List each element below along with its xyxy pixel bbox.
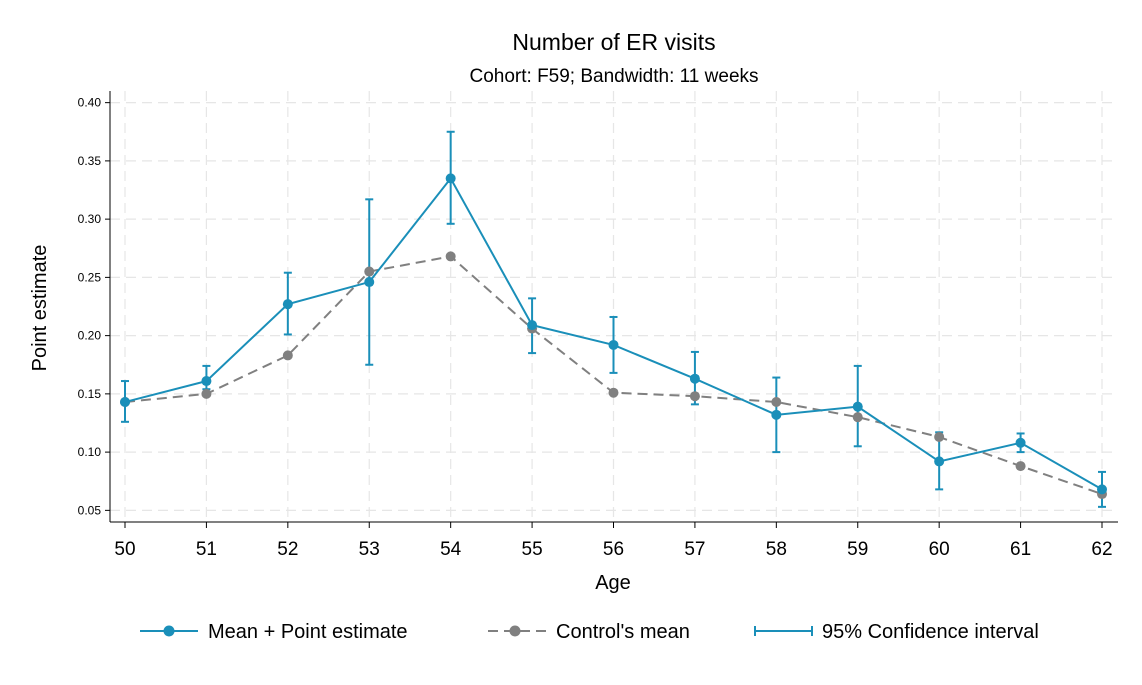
series-point-mean xyxy=(1097,484,1107,495)
chart-subtitle: Cohort: F59; Bandwidth: 11 weeks xyxy=(469,66,758,87)
series-point-control xyxy=(608,387,619,398)
legend-item-control: Control's mean xyxy=(488,621,690,643)
legend-swatch-control-marker xyxy=(509,625,521,637)
x-tick-label: 59 xyxy=(847,539,868,560)
legend: Mean + Point estimate Control's mean 95%… xyxy=(140,621,1039,643)
series-lines xyxy=(120,173,1107,500)
y-tick-label: 0.15 xyxy=(78,387,102,401)
series-point-mean xyxy=(852,401,863,412)
legend-label-mean: Mean + Point estimate xyxy=(208,621,408,643)
series-point-control xyxy=(689,391,700,402)
series-point-control xyxy=(282,350,293,361)
x-axis-label: Age xyxy=(595,572,631,594)
x-tick-label: 52 xyxy=(277,539,298,560)
series-point-control xyxy=(1015,461,1026,472)
series-point-mean xyxy=(771,409,782,420)
x-tick-label: 53 xyxy=(359,539,380,560)
series-point-control xyxy=(771,397,782,408)
grid xyxy=(110,91,1118,522)
series-point-mean xyxy=(1015,437,1026,448)
series-point-mean xyxy=(689,373,700,384)
x-tick-label: 61 xyxy=(1010,539,1031,560)
legend-label-control: Control's mean xyxy=(556,621,690,643)
x-tick-label: 58 xyxy=(766,539,787,560)
x-tick-label: 60 xyxy=(929,539,950,560)
series-point-mean xyxy=(608,339,619,350)
y-tick-label: 0.20 xyxy=(78,329,102,343)
series-point-mean xyxy=(445,173,456,184)
series-point-mean xyxy=(364,277,375,288)
x-tick-label: 57 xyxy=(684,539,705,560)
series-point-mean xyxy=(934,456,945,467)
legend-item-mean: Mean + Point estimate xyxy=(140,621,408,643)
series-point-control xyxy=(445,251,456,262)
x-tick-label: 51 xyxy=(196,539,217,560)
axes: 0.05 0.10 0.15 0.20 0.25 0.30 0.35 0.40 50 51 52 53… xyxy=(78,91,1118,560)
series-point-mean xyxy=(120,397,130,408)
legend-label-ci: 95% Confidence interval xyxy=(822,621,1039,643)
y-tick-label: 0.10 xyxy=(78,445,102,459)
x-tick-label: 50 xyxy=(114,539,135,560)
series-point-control xyxy=(201,388,212,399)
x-tick-label: 56 xyxy=(603,539,624,560)
y-axis-label: Point estimate xyxy=(29,245,51,372)
x-tick-label: 62 xyxy=(1091,539,1112,560)
series-point-control xyxy=(852,412,863,423)
x-tick-label: 55 xyxy=(522,539,543,560)
legend-swatch-mean-marker xyxy=(163,625,175,637)
chart-title: Number of ER visits xyxy=(512,29,715,55)
series-point-mean xyxy=(282,299,293,310)
legend-item-ci: 95% Confidence interval xyxy=(754,621,1039,643)
y-tick-label: 0.30 xyxy=(78,212,102,226)
series-point-control xyxy=(364,266,375,277)
series-point-mean xyxy=(201,376,212,387)
x-tick-label: 54 xyxy=(440,539,462,560)
y-tick-label: 0.40 xyxy=(78,96,102,110)
series-point-control xyxy=(934,431,945,442)
y-tick-label: 0.35 xyxy=(78,154,102,168)
series-point-mean xyxy=(527,320,538,331)
y-tick-label: 0.25 xyxy=(78,270,102,284)
y-tick-label: 0.05 xyxy=(78,503,102,517)
